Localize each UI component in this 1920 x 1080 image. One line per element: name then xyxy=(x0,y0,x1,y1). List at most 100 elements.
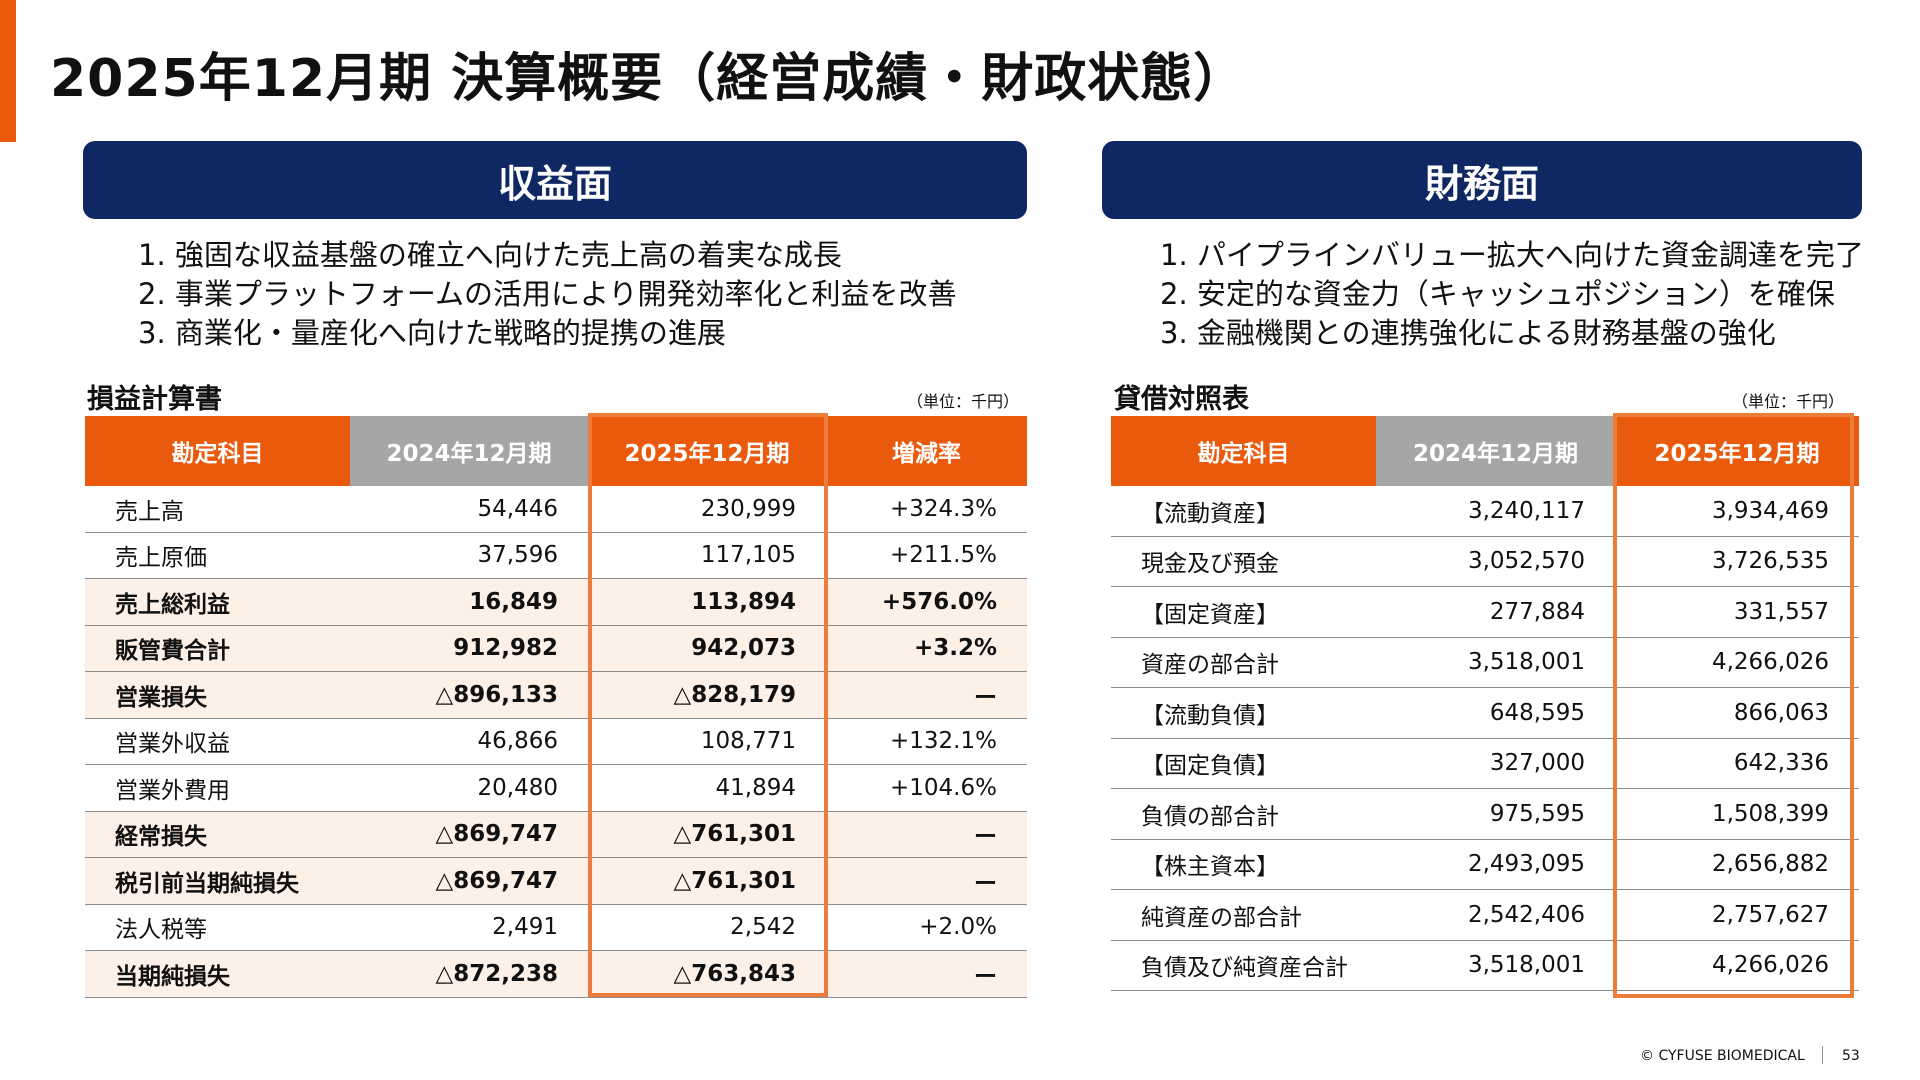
column-header-account: 勘定科目 xyxy=(85,416,350,486)
cell-change: ー xyxy=(826,671,1027,719)
cell-label: 資産の部合計 xyxy=(1111,637,1376,688)
cell-change: +3.2% xyxy=(826,625,1027,672)
table-row: 純資産の部合計 2,542,406 2,757,627 xyxy=(1111,889,1859,941)
table-row: 【流動負債】 648,595 866,063 xyxy=(1111,687,1859,739)
cell-change: +324.3% xyxy=(826,486,1027,533)
cell-curr: 113,894 xyxy=(588,578,826,626)
table-row: 経常損失 △869,747 △761,301 ー xyxy=(85,811,1027,858)
cell-prev: 648,595 xyxy=(1376,687,1615,739)
cell-curr: 1,508,399 xyxy=(1615,788,1859,840)
cell-change: +2.0% xyxy=(826,904,1027,951)
cell-label: 経常損失 xyxy=(85,811,350,858)
table-row: 現金及び預金 3,052,570 3,726,535 xyxy=(1111,536,1859,587)
income-statement-table: 勘定科目 2024年12月期 2025年12月期 増減率 売上高 54,446 23… xyxy=(85,416,1027,998)
table-row: 営業損失 △896,133 △828,179 ー xyxy=(85,671,1027,719)
cell-curr: 4,266,026 xyxy=(1615,940,1859,991)
cell-label: 負債の部合計 xyxy=(1111,788,1376,840)
cell-label: 【固定資産】 xyxy=(1111,586,1376,638)
cell-curr: 108,771 xyxy=(588,718,826,765)
table-row: 税引前当期純損失 △869,747 △761,301 ー xyxy=(85,857,1027,905)
cell-prev: 16,849 xyxy=(350,578,588,626)
cell-prev: 975,595 xyxy=(1376,788,1615,840)
cell-curr: 117,105 xyxy=(588,532,826,579)
cell-change: +576.0% xyxy=(826,578,1027,626)
cell-prev: △872,238 xyxy=(350,950,588,998)
cell-label: 【株主資本】 xyxy=(1111,839,1376,890)
balance-sheet-body: 【流動資産】 3,240,117 3,934,469 現金及び預金 3,052,570 3… xyxy=(1111,486,1859,991)
cell-label: 負債及び純資産合計 xyxy=(1111,940,1376,991)
cell-change: ー xyxy=(826,950,1027,998)
column-header-fy2025: 2025年12月期 xyxy=(588,416,826,486)
cell-change: ー xyxy=(826,811,1027,858)
cell-label: 売上高 xyxy=(85,486,350,533)
table-row: 当期純損失 △872,238 △763,843 ー xyxy=(85,950,1027,998)
revenue-points: 1. 強固な収益基盤の確立へ向けた売上高の着実な成長 2. 事業プラットフォーム… xyxy=(138,236,956,353)
finance-points: 1. パイプラインバリュー拡大へ向けた資金調達を完了 2. 安定的な資金力（キャ… xyxy=(1160,236,1864,353)
cell-label: 売上原価 xyxy=(85,532,350,579)
income-statement-unit: （単位：千円） xyxy=(907,392,1020,411)
copyright: © CYFUSE BIOMEDICAL xyxy=(1640,1048,1805,1064)
cell-curr: 3,726,535 xyxy=(1615,536,1859,587)
balance-sheet-table: 勘定科目 2024年12月期 2025年12月期 【流動資産】 3,240,117… xyxy=(1111,416,1859,991)
table-row: 【固定負債】 327,000 642,336 xyxy=(1111,738,1859,789)
footer-divider xyxy=(1822,1046,1823,1064)
cell-curr: 41,894 xyxy=(588,764,826,812)
cell-curr: 2,656,882 xyxy=(1615,839,1859,890)
table-row: 負債及び純資産合計 3,518,001 4,266,026 xyxy=(1111,940,1859,991)
cell-prev: △869,747 xyxy=(350,857,588,905)
table-header-row: 勘定科目 2024年12月期 2025年12月期 増減率 xyxy=(85,416,1027,486)
cell-prev: 912,982 xyxy=(350,625,588,672)
cell-curr: 2,542 xyxy=(588,904,826,951)
page-number: 53 xyxy=(1842,1048,1860,1064)
page-title: 2025年12月期 決算概要（経営成績・財政状態） xyxy=(50,49,1247,109)
cell-curr: 942,073 xyxy=(588,625,826,672)
column-header-fy2024: 2024年12月期 xyxy=(1376,416,1615,486)
column-header-fy2024: 2024年12月期 xyxy=(350,416,588,486)
cell-prev: 327,000 xyxy=(1376,738,1615,789)
cell-prev: △869,747 xyxy=(350,811,588,858)
table-row: 売上高 54,446 230,999 +324.3% xyxy=(85,486,1027,533)
cell-change: ー xyxy=(826,857,1027,905)
cell-prev: 3,518,001 xyxy=(1376,637,1615,688)
cell-prev: 3,518,001 xyxy=(1376,940,1615,991)
cell-curr: 642,336 xyxy=(1615,738,1859,789)
table-row: 【固定資産】 277,884 331,557 xyxy=(1111,586,1859,638)
table-row: 【株主資本】 2,493,095 2,656,882 xyxy=(1111,839,1859,890)
cell-curr: 2,757,627 xyxy=(1615,889,1859,941)
table-row: 営業外収益 46,866 108,771 +132.1% xyxy=(85,718,1027,765)
table-row: 販管費合計 912,982 942,073 +3.2% xyxy=(85,625,1027,672)
cell-prev: 54,446 xyxy=(350,486,588,533)
balance-sheet-title: 貸借対照表 xyxy=(1114,384,1249,415)
income-statement-title: 損益計算書 xyxy=(87,384,222,415)
cell-curr: 230,999 xyxy=(588,486,826,533)
balance-sheet-unit: （単位：千円） xyxy=(1732,392,1845,411)
cell-label: 売上総利益 xyxy=(85,578,350,626)
cell-label: 営業外費用 xyxy=(85,764,350,812)
cell-label: 純資産の部合計 xyxy=(1111,889,1376,941)
cell-label: 営業損失 xyxy=(85,671,350,719)
table-row: 法人税等 2,491 2,542 +2.0% xyxy=(85,904,1027,951)
column-header-account: 勘定科目 xyxy=(1111,416,1376,486)
cell-change: +132.1% xyxy=(826,718,1027,765)
cell-curr: △761,301 xyxy=(588,811,826,858)
cell-curr: △761,301 xyxy=(588,857,826,905)
cell-label: 税引前当期純損失 xyxy=(85,857,350,905)
table-row: 売上原価 37,596 117,105 +211.5% xyxy=(85,532,1027,579)
cell-label: 営業外収益 xyxy=(85,718,350,765)
revenue-point: 1. 強固な収益基盤の確立へ向けた売上高の着実な成長 xyxy=(138,238,842,272)
cell-label: 現金及び預金 xyxy=(1111,536,1376,587)
cell-prev: 3,240,117 xyxy=(1376,486,1615,537)
cell-prev: 3,052,570 xyxy=(1376,536,1615,587)
cell-prev: 2,542,406 xyxy=(1376,889,1615,941)
table-row: 営業外費用 20,480 41,894 +104.6% xyxy=(85,764,1027,812)
cell-curr: 866,063 xyxy=(1615,687,1859,739)
revenue-point: 3. 商業化・量産化へ向けた戦略的提携の進展 xyxy=(138,316,726,350)
table-row: 資産の部合計 3,518,001 4,266,026 xyxy=(1111,637,1859,688)
cell-prev: 277,884 xyxy=(1376,586,1615,638)
cell-curr: △828,179 xyxy=(588,671,826,719)
table-row: 【流動資産】 3,240,117 3,934,469 xyxy=(1111,486,1859,537)
cell-label: 販管費合計 xyxy=(85,625,350,672)
accent-bar xyxy=(0,0,16,142)
cell-prev: 2,493,095 xyxy=(1376,839,1615,890)
column-header-change: 増減率 xyxy=(826,416,1027,486)
